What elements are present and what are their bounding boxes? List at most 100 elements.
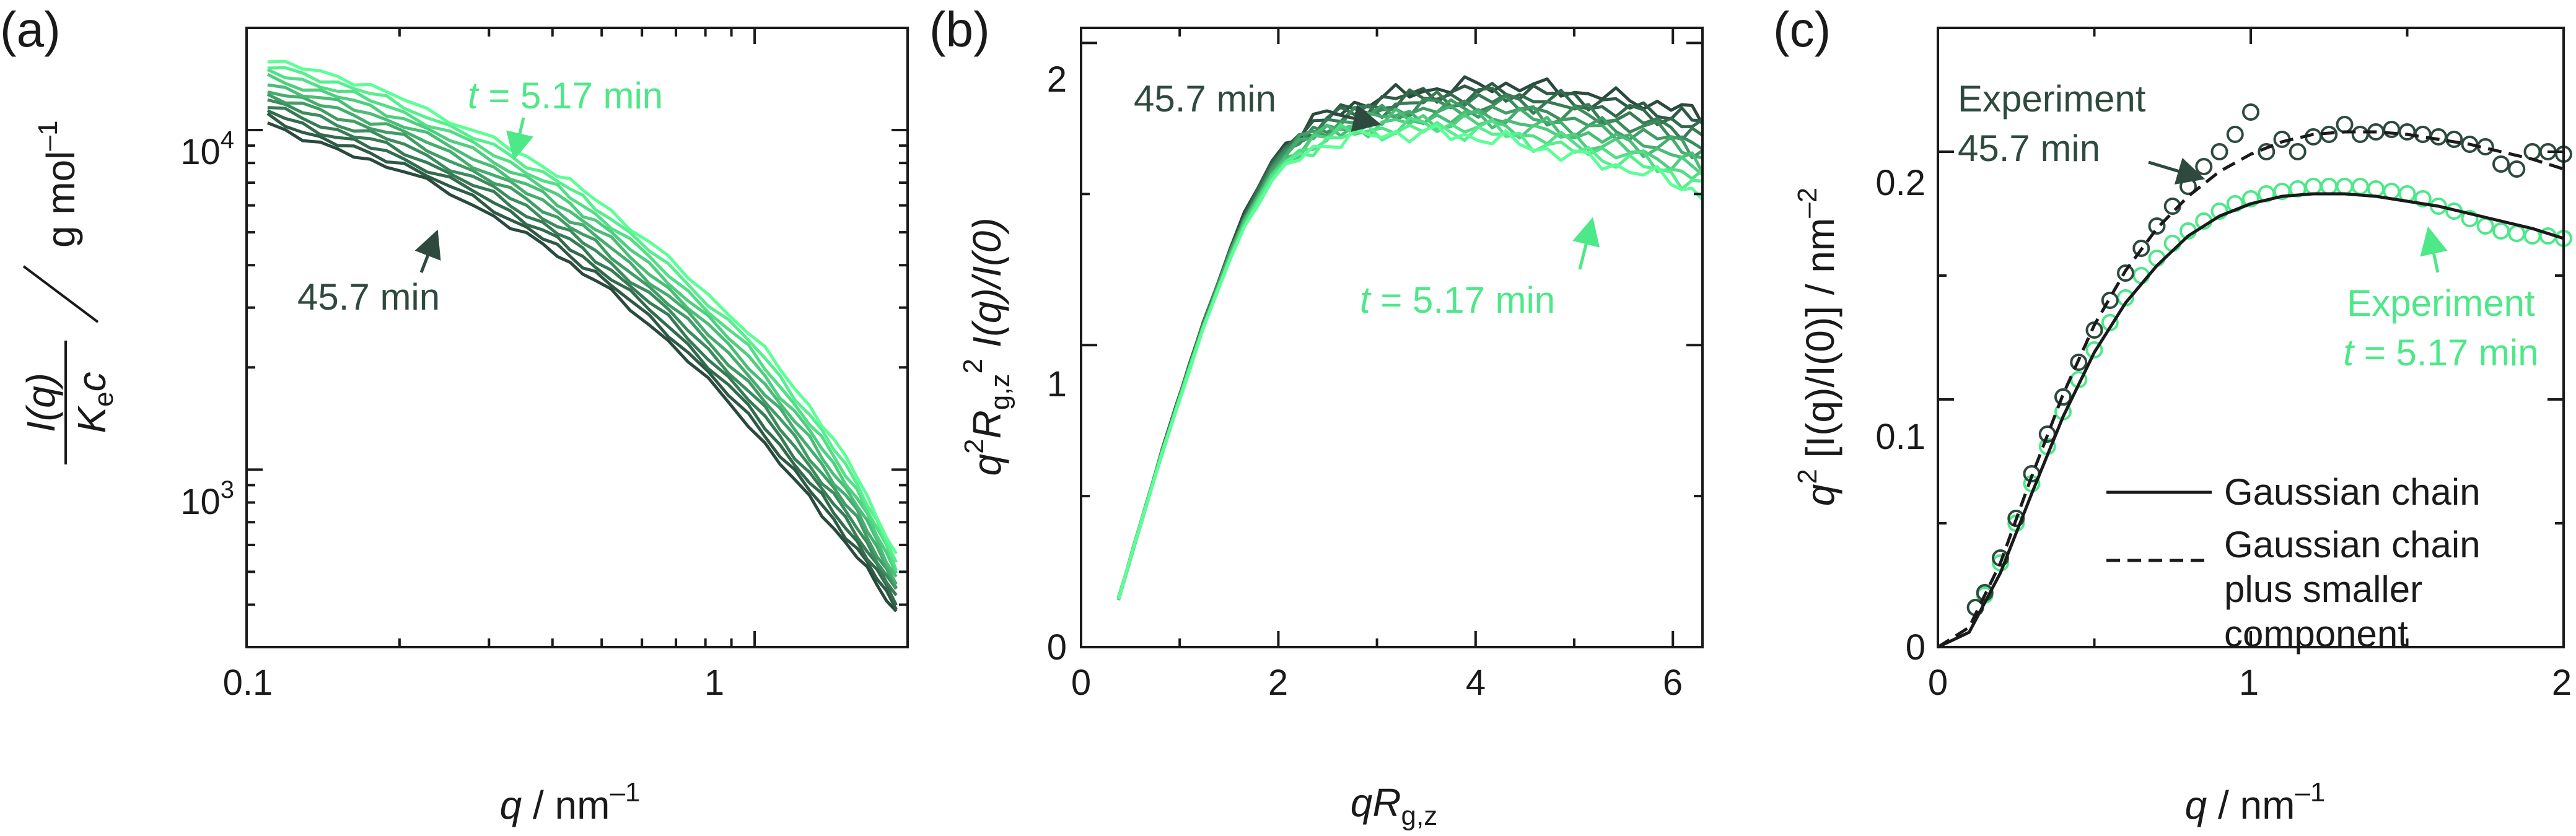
- panel-c-point-light: [2367, 180, 2385, 198]
- panel-b-xtick-2: 2: [1268, 663, 1288, 703]
- panel-c-point-dark: [2210, 143, 2228, 160]
- panel-c-point-light: [2414, 190, 2432, 207]
- panel-c-annot-dark-line1: Experiment: [1958, 78, 2146, 120]
- panel-c-xtick-2: 2: [2552, 663, 2572, 703]
- panel-c-point-light: [2242, 190, 2259, 207]
- panel-c-arrow-light: [2420, 226, 2448, 273]
- panel-a-curve-2: [266, 112, 898, 611]
- panel-a-ylabel-slash: [22, 265, 99, 323]
- panel-b-label: (b): [929, 2, 990, 57]
- panel-b: (b) 0 2 4 6 0 1 2 qRg,z q2Rg,z2 I(q)/I(0…: [929, 2, 1704, 831]
- panel-a-ylabel-unit: g mol–1: [33, 121, 83, 248]
- panel-b-curve-7: [1117, 104, 1703, 601]
- panel-c-point-dark: [2351, 126, 2369, 143]
- panel-a-ylabel-numerator: I(q): [19, 373, 63, 432]
- panel-c-arrow-dark: [2148, 157, 2206, 185]
- panel-c-point-dark: [2101, 292, 2119, 309]
- panel-a-curve-8: [267, 83, 898, 578]
- panel-c-point-dark: [2070, 354, 2088, 371]
- panel-a-ticks: [245, 27, 909, 648]
- panel-a-arrow-start: [506, 117, 534, 161]
- panel-c-point-light: [2320, 178, 2338, 195]
- panel-a-curve-12: [267, 59, 898, 555]
- panel-b-arrow-start: [1572, 217, 1600, 270]
- panel-b-xlabel: qRg,z: [1351, 780, 1438, 831]
- panel-c-point-dark: [2148, 217, 2166, 235]
- panel-a-curves: [266, 59, 898, 612]
- panel-a-curve-3: [266, 109, 898, 606]
- panel-b-xtick-6: 6: [1663, 663, 1683, 703]
- panel-a-curve-11: [267, 66, 898, 563]
- panel-a-curve-6: [266, 93, 898, 589]
- panel-b-curve-8: [1117, 107, 1704, 600]
- panel-b-frame: [1080, 27, 1704, 648]
- panel-a-curve-9: [266, 72, 898, 574]
- panel-c-xlabel: q / nm–1: [2185, 777, 2326, 827]
- panel-c-ytick-0.2: 0.2: [1875, 163, 1925, 203]
- panel-b-annot-start-time: t = 5.17 min: [1360, 279, 1555, 321]
- panel-c-point-light: [2508, 225, 2526, 242]
- svg-text:q2Rg,z2 I(q)/I(0): q2Rg,z2 I(q)/I(0): [958, 217, 1015, 476]
- panel-c-point-dark: [2258, 143, 2276, 160]
- panel-c-point-dark: [2117, 264, 2134, 282]
- panel-c-dashed-line: [1937, 130, 2564, 649]
- panel-a-curve-10: [266, 68, 898, 572]
- panel-c-point-light: [2085, 341, 2103, 359]
- panel-c-point-dark: [2226, 126, 2244, 143]
- panel-a-xlabel: q / nm–1: [500, 777, 641, 827]
- panel-c-point-dark: [2054, 388, 2072, 406]
- panel-c-ytick-0: 0: [1906, 627, 1925, 668]
- panel-c-plot: [1937, 103, 2572, 649]
- panel-b-curve-1: [1117, 75, 1704, 599]
- panel-a-ytick-1e3: 103: [180, 476, 234, 522]
- panel-b-xtick-0: 0: [1071, 663, 1091, 703]
- panel-b-ylabel: q2Rg,z2 I(q)/I(0): [958, 217, 1015, 476]
- panel-c-point-dark: [2430, 128, 2447, 146]
- panel-b-curve-9: [1117, 113, 1704, 598]
- panel-c-ticks: [1937, 27, 2565, 648]
- panel-b-curve-10: [1117, 116, 1704, 598]
- panel-c-ytick-0.1: 0.1: [1875, 417, 1925, 457]
- panel-c-point-dark: [2398, 123, 2416, 141]
- panel-b-curve-11: [1117, 121, 1703, 600]
- panel-c-point-dark: [2132, 240, 2150, 257]
- panel-a-xtick-0.1: 0.1: [223, 663, 273, 703]
- panel-b-curve-2: [1117, 82, 1703, 598]
- panel-c-point-dark: [2289, 143, 2307, 160]
- panel-b-curve-5: [1117, 94, 1704, 599]
- panel-a-curve-7: [267, 90, 898, 585]
- panel-c-point-light: [2476, 217, 2494, 235]
- panel-c-ylabel: q2 [I(q)/I(0)] / nm–2: [1792, 188, 1842, 506]
- panel-c-xtick-1: 1: [2239, 663, 2259, 703]
- panel-c-legend-solid-label: Gaussian chain: [2224, 471, 2481, 513]
- panel-a-curve-4: [267, 106, 898, 596]
- panel-c-point-light: [2132, 267, 2150, 284]
- panel-a-ylabel: I(q) Kec g mol–1: [19, 121, 119, 464]
- panel-c-annot-light-line1: Experiment: [2347, 282, 2535, 324]
- panel-c-point-light: [2351, 178, 2369, 195]
- panel-c-annot-dark-line2: 45.7 min: [1958, 128, 2100, 169]
- panel-b-ticks: [1080, 28, 1702, 648]
- panel-b-curve-12: [1117, 124, 1704, 600]
- panel-a-curve-1: [266, 121, 898, 612]
- panel-b-ytick-1: 1: [1047, 364, 1067, 404]
- panel-c-point-dark: [2195, 158, 2213, 175]
- panel-c-point-dark: [2242, 103, 2259, 121]
- panel-c-point-light: [2305, 178, 2322, 195]
- panel-a-xtick-1: 1: [704, 663, 724, 703]
- panel-a-ylabel-denominator: Kec: [69, 372, 119, 433]
- panel-c-point-dark: [2523, 143, 2541, 160]
- panel-c-point-light: [2210, 202, 2228, 220]
- panel-b-ytick-2: 2: [1047, 59, 1067, 100]
- panel-a-ytick-1e4: 104: [180, 126, 234, 172]
- panel-a-label: (a): [0, 2, 61, 57]
- panel-c: (c) 0 1 2 0 0.1 0.2 q / nm–1 q2 [I(q)/I(…: [1773, 2, 2572, 827]
- panel-c-solid-line: [1937, 192, 2564, 649]
- panel-c-point-light: [2336, 178, 2354, 195]
- panel-b-arrow-end: [1331, 105, 1382, 132]
- panel-c-legend-dashed-label-2: plus smaller: [2224, 568, 2422, 610]
- panel-a: (a) 0.1 1 103 104 q / nm–1 I(q) Kec g mo…: [0, 2, 909, 827]
- panel-c-point-light: [2461, 210, 2479, 227]
- panel-b-ytick-0: 0: [1047, 627, 1067, 668]
